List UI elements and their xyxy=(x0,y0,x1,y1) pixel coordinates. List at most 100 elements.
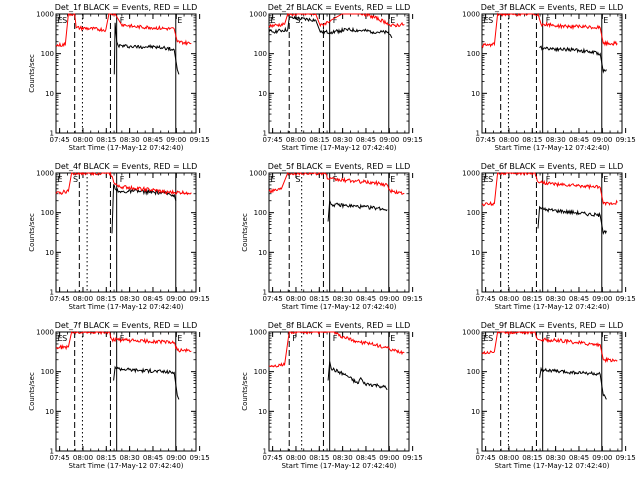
y-axis-label: Counts/sec xyxy=(241,372,249,411)
detector-panel: Det_4f BLACK = Events, RED = LLD 1 10 100 10… xyxy=(28,162,210,311)
y-tick-label: 1000 xyxy=(249,329,267,337)
x-tick-label: 08:45 xyxy=(143,136,163,144)
region-label: S xyxy=(295,16,300,25)
region-label: E xyxy=(58,16,63,25)
x-tick-label: 08:45 xyxy=(356,454,376,462)
y-tick-label: 1000 xyxy=(36,329,54,337)
x-tick-label: 09:15 xyxy=(190,454,210,462)
y-tick-label: 1000 xyxy=(249,11,267,19)
plot-frame xyxy=(55,331,197,452)
region-label: F xyxy=(546,16,551,25)
y-tick-label: 1000 xyxy=(462,11,480,19)
x-tick-label: 08:30 xyxy=(546,295,566,303)
series-line-lld xyxy=(55,171,192,196)
y-tick-label: 1 xyxy=(263,448,267,456)
x-tick-label: 08:30 xyxy=(120,454,140,462)
region-label: E xyxy=(271,16,276,25)
x-tick-label: 08:45 xyxy=(356,136,376,144)
y-tick-label: 10 xyxy=(471,408,480,416)
x-tick-label: 08:30 xyxy=(546,454,566,462)
panel-title: Det_8f BLACK = Events, RED = LLD xyxy=(268,321,411,330)
detector-panel: Det_7f BLACK = Events, RED = LLD 1 10 100 10… xyxy=(28,321,210,470)
series-line-events xyxy=(539,45,607,74)
y-tick-label: 100 xyxy=(467,209,480,217)
x-axis-label: Start Time (17-May-12 07:42:40) xyxy=(281,462,396,470)
series-line-events xyxy=(113,22,180,75)
region-label: F xyxy=(120,16,125,25)
plot-frame xyxy=(55,13,197,134)
y-tick-label: 10 xyxy=(45,90,54,98)
region-label: E xyxy=(484,175,489,184)
plot-frame xyxy=(268,13,410,134)
region-label: E xyxy=(484,16,489,25)
x-tick-label: 09:00 xyxy=(592,295,612,303)
panel-title: Det_1f BLACK = Events, RED = LLD xyxy=(55,3,198,12)
plot-frame xyxy=(268,331,410,452)
region-label: S xyxy=(62,334,67,343)
plot-frame xyxy=(481,331,623,452)
panel-title: Det_6f BLACK = Events, RED = LLD xyxy=(481,162,624,171)
x-tick-label: 08:00 xyxy=(286,454,306,462)
region-label: S xyxy=(488,175,493,184)
detector-panel: Det_5f BLACK = Events, RED = LLD 1 10 100 10… xyxy=(241,162,423,311)
series-line-events xyxy=(113,365,180,400)
region-label: E xyxy=(603,16,608,25)
x-tick-label: 08:30 xyxy=(333,295,353,303)
region-label: E xyxy=(390,175,395,184)
x-tick-label: 09:15 xyxy=(403,454,423,462)
x-tick-label: 07:45 xyxy=(476,136,496,144)
x-tick-label: 08:15 xyxy=(522,295,542,303)
x-tick-label: 08:15 xyxy=(96,136,116,144)
plot-frame xyxy=(268,172,410,293)
region-label: F xyxy=(120,334,125,343)
region-label: E xyxy=(484,334,489,343)
region-label: E xyxy=(390,16,395,25)
y-tick-label: 1 xyxy=(476,289,480,297)
y-axis-label: Counts/sec xyxy=(28,213,36,252)
x-tick-label: 08:30 xyxy=(333,454,353,462)
x-tick-label: 07:45 xyxy=(476,295,496,303)
plot-frame xyxy=(55,172,197,293)
x-axis-label: Start Time (17-May-12 07:42:40) xyxy=(494,144,609,152)
y-tick-label: 10 xyxy=(258,249,267,257)
series-line-lld xyxy=(481,330,618,364)
panel-title: Det_4f BLACK = Events, RED = LLD xyxy=(55,162,198,171)
region-label: E xyxy=(271,175,276,184)
region-label: S xyxy=(73,175,78,184)
x-tick-label: 09:00 xyxy=(166,136,186,144)
x-tick-label: 08:15 xyxy=(522,454,542,462)
x-tick-label: 08:30 xyxy=(333,136,353,144)
x-tick-label: 07:45 xyxy=(50,454,70,462)
detector-panel: Det_2f BLACK = Events, RED = LLD 1 10 100 10… xyxy=(249,3,423,152)
series-line-lld xyxy=(268,172,405,196)
y-axis-label: Counts/sec xyxy=(28,54,36,93)
x-tick-label: 08:45 xyxy=(143,295,163,303)
x-tick-label: 08:15 xyxy=(309,136,329,144)
x-tick-label: 08:00 xyxy=(73,136,93,144)
y-tick-label: 10 xyxy=(45,249,54,257)
y-tick-label: 10 xyxy=(471,249,480,257)
x-tick-label: 08:00 xyxy=(499,136,519,144)
region-label: S xyxy=(295,175,300,184)
x-tick-label: 09:00 xyxy=(166,454,186,462)
x-tick-label: 09:15 xyxy=(403,295,423,303)
y-tick-label: 1 xyxy=(263,130,267,138)
series-line-lld xyxy=(55,13,192,48)
region-label: E xyxy=(603,334,608,343)
region-label: E xyxy=(603,175,608,184)
region-label: S xyxy=(62,16,67,25)
x-tick-label: 09:00 xyxy=(379,295,399,303)
y-tick-label: 10 xyxy=(471,90,480,98)
x-tick-label: 09:00 xyxy=(379,136,399,144)
y-tick-label: 1000 xyxy=(36,11,54,19)
x-tick-label: 08:00 xyxy=(73,454,93,462)
y-tick-label: 1 xyxy=(50,130,54,138)
x-axis-label: Start Time (17-May-12 07:42:40) xyxy=(281,144,396,152)
x-tick-label: 08:00 xyxy=(499,454,519,462)
detector-panel: Det_1f BLACK = Events, RED = LLD 1 10 100 10… xyxy=(28,3,210,152)
y-tick-label: 100 xyxy=(254,209,267,217)
series-line-lld xyxy=(268,12,405,29)
y-tick-label: 1000 xyxy=(462,329,480,337)
x-tick-label: 09:00 xyxy=(592,136,612,144)
